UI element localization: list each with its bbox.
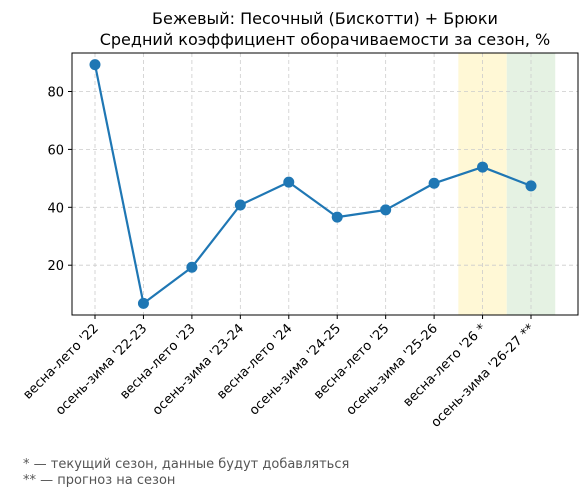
data-point-5 (283, 176, 295, 188)
x-tick-label-4: осень-зима '23-24 (150, 321, 247, 418)
y-tick-label-3: 60 (47, 143, 64, 158)
footnote-current-season: * — текущий сезон, данные будут добавлят… (23, 457, 350, 472)
data-point-9 (477, 161, 489, 173)
data-point-2 (137, 297, 149, 309)
data-point-1 (89, 59, 101, 71)
chart-title-line1: Бежевый: Песочный (Бискотти) + Брюки (152, 9, 498, 28)
data-point-6 (331, 211, 343, 223)
y-tick-label-1: 20 (47, 259, 64, 274)
y-axis: 20 40 60 80 (47, 86, 72, 274)
x-tick-label-8: осень-зима '25-26 (344, 321, 441, 418)
x-tick-label-6: осень-зима '24-25 (247, 321, 344, 418)
data-point-4 (234, 199, 246, 211)
x-tick-label-2: осень-зима '22-23 (53, 321, 150, 418)
plot-frame (71, 52, 579, 316)
y-tick-label-4: 80 (47, 86, 64, 101)
data-point-10 (525, 180, 537, 192)
highlight-band-1 (458, 53, 507, 315)
data-point-8 (428, 177, 440, 189)
series-line-1 (93, 64, 532, 305)
series-layer (89, 59, 537, 309)
footnote-forecast: ** — прогноз на сезон (23, 473, 176, 488)
data-point-7 (380, 204, 392, 216)
x-tick-label-9: весна-лето '26 * (401, 321, 490, 410)
season-highlights (458, 53, 556, 315)
chart-title-line2: Средний коэффициент оборачиваемости за с… (100, 30, 551, 49)
data-point-3 (186, 261, 198, 273)
y-tick-label-2: 40 (47, 201, 64, 216)
